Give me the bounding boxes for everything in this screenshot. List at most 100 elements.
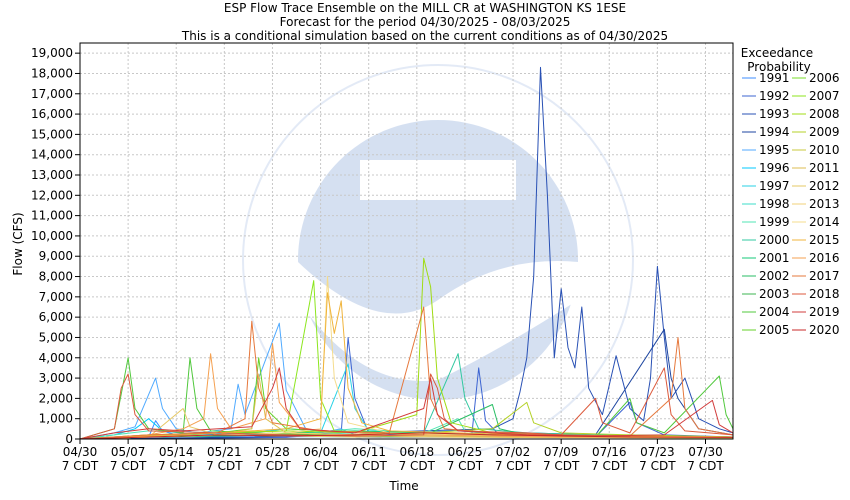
legend-label-2019: 2019: [809, 305, 840, 319]
axis-layer: 0 1,000 2,000 3,000 4,000 5,000 6,000 7,000 8,00…: [31, 42, 734, 473]
legend-label-2017: 2017: [809, 269, 840, 283]
y-tick-label: 6,000: [39, 310, 73, 324]
x-tick-label: 06/04: [303, 445, 338, 459]
legend: Exceedance Probability 1991 1992 1993 1994 1…: [741, 46, 840, 337]
x-axis-title: Time: [388, 479, 418, 493]
legend-label-2018: 2018: [809, 287, 840, 301]
x-tick-label: 05/28: [255, 445, 290, 459]
legend-label-2013: 2013: [809, 197, 840, 211]
chart-title-line-1: ESP Flow Trace Ensemble on the MILL CR a…: [224, 1, 626, 15]
series-line-2015: [79, 292, 734, 440]
y-tick-label: 9,000: [39, 249, 73, 263]
x-tick-label-time: 7 CDT: [158, 459, 195, 473]
legend-label-1995: 1995: [759, 143, 790, 157]
y-tick-label: 17,000: [31, 87, 73, 101]
legend-label-2004: 2004: [759, 305, 790, 319]
y-tick-label: 19,000: [31, 46, 73, 60]
legend-label-2010: 2010: [809, 143, 840, 157]
legend-label-2003: 2003: [759, 287, 790, 301]
legend-label-2014: 2014: [809, 215, 840, 229]
x-tick-label: 06/25: [448, 445, 483, 459]
legend-label-2006: 2006: [809, 71, 840, 85]
legend-label-2005: 2005: [759, 323, 790, 337]
legend-label-1993: 1993: [759, 107, 790, 121]
legend-label-2008: 2008: [809, 107, 840, 121]
series-line-2019: [79, 367, 734, 440]
x-tick-label: 05/21: [207, 445, 242, 459]
legend-label-2000: 2000: [759, 233, 790, 247]
y-tick-label: 18,000: [31, 66, 73, 80]
y-tick-label: 8,000: [39, 270, 73, 284]
legend-label-1994: 1994: [759, 125, 790, 139]
x-tick-label-time: 7 CDT: [639, 459, 676, 473]
legend-label-2007: 2007: [809, 89, 840, 103]
x-tick-label: 05/14: [159, 445, 194, 459]
y-tick-label: 4,000: [39, 351, 73, 365]
legend-label-2020: 2020: [809, 323, 840, 337]
legend-label-2012: 2012: [809, 179, 840, 193]
x-tick-label: 07/02: [496, 445, 531, 459]
x-tick-label: 07/16: [592, 445, 627, 459]
y-axis-title: Flow (CFS): [11, 212, 25, 275]
legend-label-1997: 1997: [759, 179, 790, 193]
x-tick-label-time: 7 CDT: [206, 459, 243, 473]
y-tick-label: 12,000: [31, 188, 73, 202]
x-tick-label-time: 7 CDT: [543, 459, 580, 473]
x-tick-label-time: 7 CDT: [254, 459, 291, 473]
series-line-1993: [79, 66, 734, 440]
x-tick-label-time: 7 CDT: [687, 459, 724, 473]
x-tick-label: 06/18: [400, 445, 435, 459]
x-tick-label-time: 7 CDT: [447, 459, 484, 473]
legend-title-line-1: Exceedance: [741, 46, 813, 60]
noaa-watermark-logo: [242, 64, 634, 456]
x-tick-label: 07/30: [688, 445, 723, 459]
legend-label-2002: 2002: [759, 269, 790, 283]
y-tick-label: 15,000: [31, 127, 73, 141]
legend-label-1998: 1998: [759, 197, 790, 211]
legend-label-1996: 1996: [759, 161, 790, 175]
legend-label-2009: 2009: [809, 125, 840, 139]
y-tick-label: 3,000: [39, 371, 73, 385]
x-tick-label-time: 7 CDT: [62, 459, 99, 473]
y-tick-label: 7,000: [39, 290, 73, 304]
series-line-2004: [79, 357, 734, 440]
y-tick-label: 13,000: [31, 168, 73, 182]
grid-layer: [80, 43, 733, 439]
x-tick-label: 06/11: [351, 445, 386, 459]
y-tick-label: 10,000: [31, 229, 73, 243]
x-tick-label: 07/23: [640, 445, 675, 459]
series-layer: [79, 66, 734, 440]
x-tick-label-time: 7 CDT: [110, 459, 147, 473]
legend-label-2016: 2016: [809, 251, 840, 265]
x-tick-label: 05/07: [111, 445, 146, 459]
legend-title-line-2: Probability: [747, 60, 810, 74]
x-tick-label-time: 7 CDT: [399, 459, 436, 473]
legend-label-2011: 2011: [809, 161, 840, 175]
y-tick-label: 0: [65, 432, 73, 446]
legend-label-1991: 1991: [759, 71, 790, 85]
legend-label-2001: 2001: [759, 251, 790, 265]
legend-label-1999: 1999: [759, 215, 790, 229]
y-tick-label: 1,000: [39, 412, 73, 426]
x-tick-label: 07/09: [544, 445, 579, 459]
x-tick-label-time: 7 CDT: [591, 459, 628, 473]
series-line-2018: [79, 367, 734, 440]
x-tick-label-time: 7 CDT: [350, 459, 387, 473]
series-line-2016: [79, 343, 734, 440]
y-tick-label: 16,000: [31, 107, 73, 121]
y-tick-label: 2,000: [39, 391, 73, 405]
legend-label-2015: 2015: [809, 233, 840, 247]
x-tick-label: 04/30: [63, 445, 98, 459]
y-tick-label: 14,000: [31, 148, 73, 162]
series-line-2017: [79, 306, 734, 440]
chart-title-line-2: Forecast for the period 04/30/2025 - 08/…: [280, 15, 571, 29]
plot-frame: [79, 42, 734, 440]
x-tick-label-time: 7 CDT: [302, 459, 339, 473]
x-tick-label-time: 7 CDT: [495, 459, 532, 473]
y-tick-label: 11,000: [31, 209, 73, 223]
series-line-2020: [79, 432, 734, 440]
chart-title-line-3: This is a conditional simulation based o…: [181, 29, 668, 43]
legend-label-1992: 1992: [759, 89, 790, 103]
y-tick-label: 5,000: [39, 330, 73, 344]
